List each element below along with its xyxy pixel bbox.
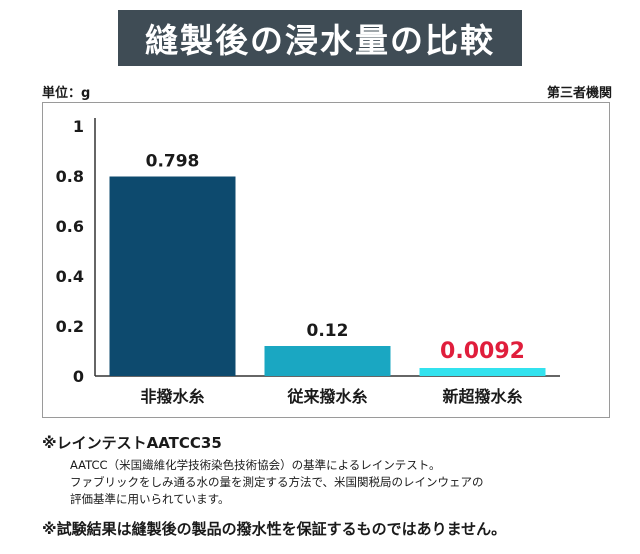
chart-frame <box>42 102 610 418</box>
source-label: 第三者機関 <box>546 86 612 101</box>
chart-title: 縫製後の浸水量の比較 <box>118 10 522 66</box>
notes-section: ※レインテストAATCC35 AATCC（米国繊維化学技術染色技術協会）の基準に… <box>42 432 622 507</box>
note-heading: ※レインテストAATCC35 <box>42 434 222 452</box>
y-tick-label: 0 <box>73 367 84 386</box>
y-tick-label: 0.2 <box>56 317 84 336</box>
data-label: 0.0092 <box>440 339 525 364</box>
data-label: 0.798 <box>146 152 200 172</box>
bar <box>109 176 236 376</box>
note-line: AATCC（米国繊維化学技術染色技術協会）の基準によるレインテスト。 <box>70 458 441 472</box>
y-tick-label: 0.6 <box>56 217 84 236</box>
note-line: ファブリックをしみ通る水の量を測定する方法で、米国関税局のレインウェアの <box>70 475 484 489</box>
y-tick-label: 0.8 <box>56 167 84 186</box>
data-label: 0.12 <box>307 321 349 341</box>
x-tick-label: 非撥水糸 <box>140 387 204 406</box>
disclaimer: ※試験結果は縫製後の製品の撥水性を保証するものではありません。 <box>42 520 507 538</box>
unit-label: 単位：g <box>42 86 91 101</box>
y-tick-label: 1 <box>73 117 84 136</box>
x-tick-label: 従来撥水糸 <box>286 387 367 406</box>
x-tick-label: 新超撥水糸 <box>442 387 522 406</box>
y-tick-label: 0.4 <box>56 267 84 286</box>
note-body: AATCC（米国繊維化学技術染色技術協会）の基準によるレインテスト。 ファブリッ… <box>42 458 622 507</box>
bar <box>419 368 546 376</box>
note-line: 評価基準に用いられています。 <box>70 492 230 506</box>
bar <box>264 346 391 376</box>
